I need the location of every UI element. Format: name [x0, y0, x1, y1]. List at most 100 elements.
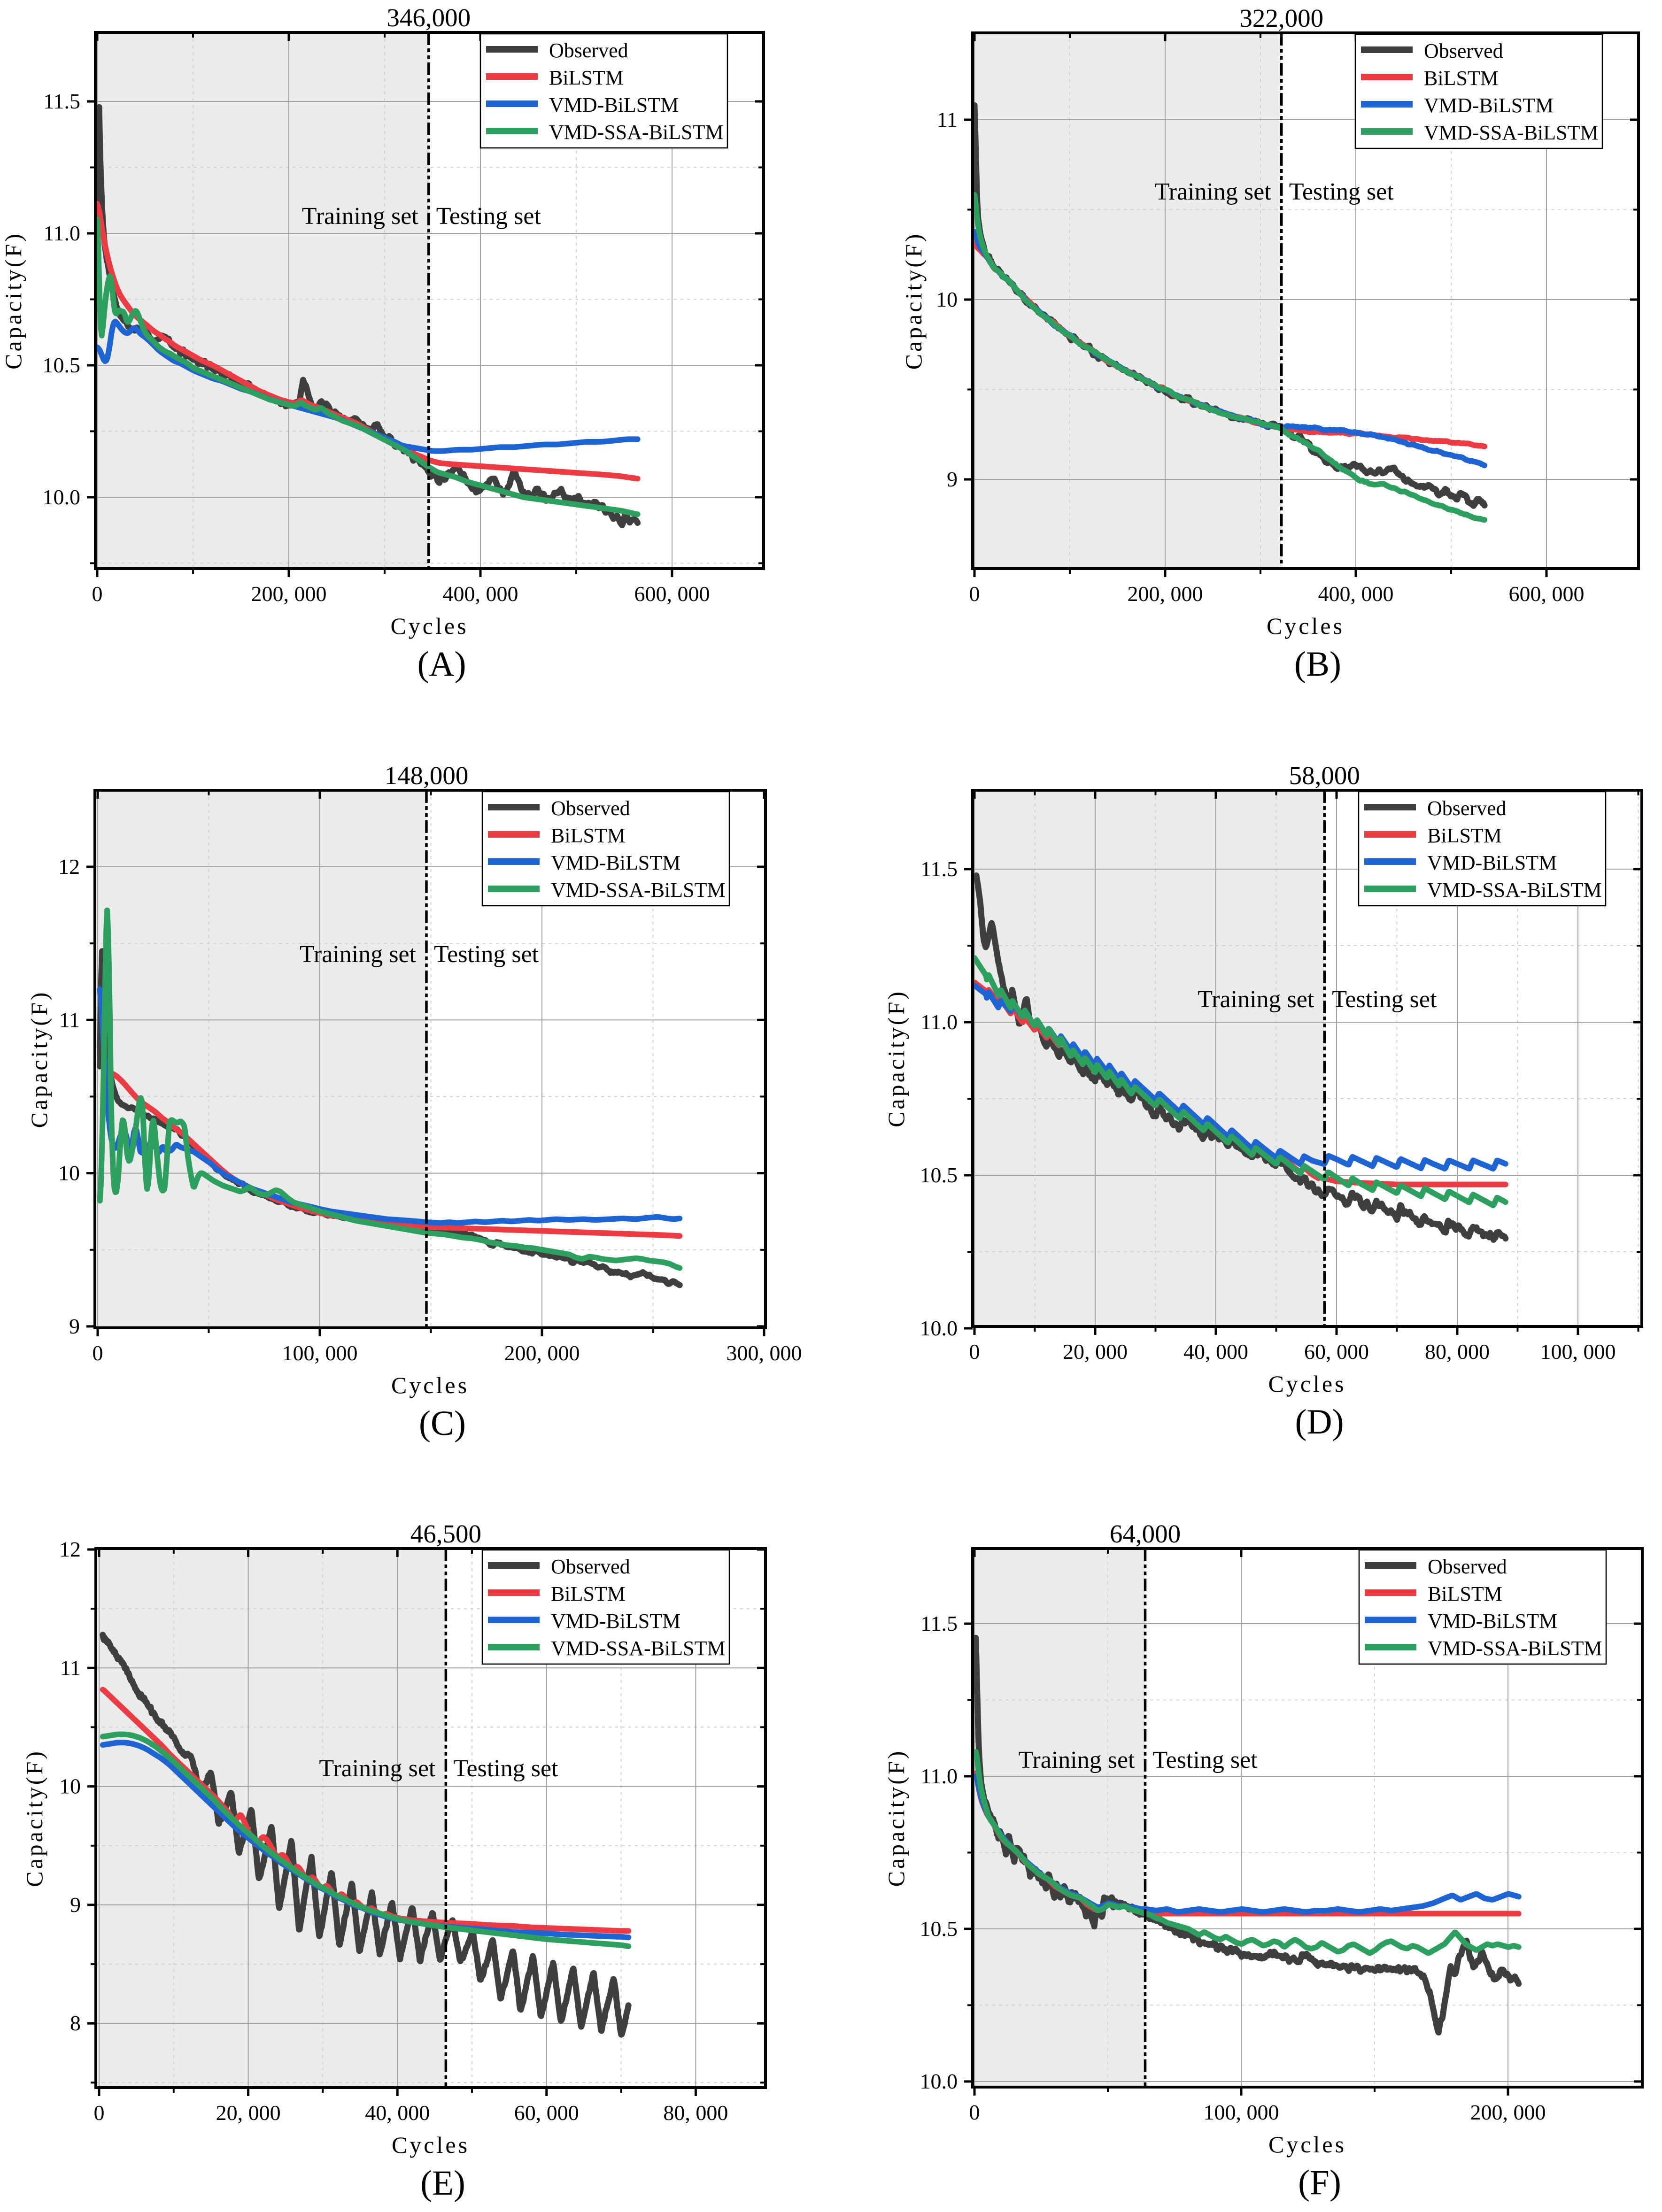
svg-text:(E): (E): [420, 2164, 465, 2203]
svg-text:60, 000: 60, 000: [514, 2101, 579, 2125]
svg-text:10.5: 10.5: [43, 353, 81, 377]
svg-text:0: 0: [969, 1340, 980, 1364]
svg-text:(C): (C): [419, 1404, 466, 1443]
svg-text:10.0: 10.0: [43, 485, 81, 509]
svg-text:346,000: 346,000: [387, 3, 471, 32]
svg-text:11.0: 11.0: [43, 221, 80, 245]
svg-text:200, 000: 200, 000: [1128, 582, 1203, 606]
svg-text:VMD-SSA-BiLSTM: VMD-SSA-BiLSTM: [549, 121, 724, 144]
svg-text:0: 0: [969, 2100, 980, 2124]
svg-text:0: 0: [92, 582, 103, 606]
svg-text:VMD-BiLSTM: VMD-BiLSTM: [1427, 851, 1557, 874]
svg-text:11.0: 11.0: [920, 1010, 958, 1034]
svg-text:Testing set: Testing set: [436, 203, 541, 230]
svg-text:10: 10: [59, 1774, 81, 1798]
svg-text:200, 000: 200, 000: [251, 582, 327, 606]
svg-text:40, 000: 40, 000: [365, 2101, 430, 2125]
svg-text:BiLSTM: BiLSTM: [1428, 1582, 1502, 1605]
svg-text:Testing set: Testing set: [453, 1755, 558, 1782]
svg-text:12: 12: [58, 855, 80, 879]
svg-text:11.0: 11.0: [920, 1764, 958, 1788]
svg-text:Cycles: Cycles: [392, 2132, 470, 2158]
svg-text:600, 000: 600, 000: [634, 582, 710, 606]
svg-text:8: 8: [70, 2011, 81, 2035]
svg-text:VMD-BiLSTM: VMD-BiLSTM: [551, 851, 680, 874]
svg-text:12: 12: [59, 1537, 81, 1561]
svg-text:300, 000: 300, 000: [727, 1341, 802, 1365]
svg-text:11.5: 11.5: [43, 89, 80, 113]
svg-text:148,000: 148,000: [385, 761, 469, 790]
svg-text:10: 10: [58, 1161, 80, 1185]
svg-text:10.5: 10.5: [920, 1163, 958, 1187]
svg-text:Cycles: Cycles: [1268, 1371, 1346, 1397]
svg-text:VMD-SSA-BiLSTM: VMD-SSA-BiLSTM: [1424, 121, 1599, 144]
svg-text:Observed: Observed: [551, 797, 630, 820]
svg-text:Observed: Observed: [1428, 1555, 1507, 1578]
svg-text:Training set: Training set: [302, 203, 419, 230]
svg-text:Testing set: Testing set: [434, 941, 539, 968]
svg-text:10.5: 10.5: [920, 1917, 958, 1941]
svg-text:0: 0: [93, 1341, 103, 1365]
svg-text:10.0: 10.0: [920, 2069, 958, 2093]
svg-text:Cycles: Cycles: [1267, 613, 1345, 639]
svg-text:VMD-SSA-BiLSTM: VMD-SSA-BiLSTM: [1427, 879, 1602, 902]
svg-text:40, 000: 40, 000: [1183, 1340, 1248, 1364]
svg-text:Capacity(F): Capacity(F): [21, 1749, 47, 1887]
svg-text:58,000: 58,000: [1289, 761, 1360, 790]
svg-text:11: 11: [60, 1656, 81, 1680]
svg-text:Capacity(F): Capacity(F): [883, 1749, 909, 1887]
svg-text:VMD-SSA-BiLSTM: VMD-SSA-BiLSTM: [551, 1637, 726, 1660]
svg-text:Cycles: Cycles: [391, 1372, 469, 1398]
svg-text:10: 10: [936, 287, 958, 311]
svg-text:Training set: Training set: [319, 1755, 436, 1782]
svg-text:(A): (A): [417, 645, 466, 684]
svg-text:VMD-BiLSTM: VMD-BiLSTM: [1428, 1610, 1557, 1633]
svg-text:400, 000: 400, 000: [443, 582, 518, 606]
svg-text:Training set: Training set: [1155, 178, 1272, 205]
svg-text:VMD-BiLSTM: VMD-BiLSTM: [549, 93, 679, 116]
svg-text:Cycles: Cycles: [1268, 2131, 1346, 2158]
svg-text:VMD-SSA-BiLSTM: VMD-SSA-BiLSTM: [1428, 1637, 1602, 1660]
svg-text:Training set: Training set: [1198, 986, 1314, 1013]
svg-text:20, 000: 20, 000: [216, 2101, 281, 2125]
svg-text:BiLSTM: BiLSTM: [551, 824, 626, 847]
svg-text:11.5: 11.5: [920, 1611, 958, 1635]
svg-text:400, 000: 400, 000: [1318, 582, 1394, 606]
svg-text:200, 000: 200, 000: [1470, 2100, 1546, 2124]
svg-text:0: 0: [969, 582, 980, 606]
svg-text:Training set: Training set: [300, 941, 417, 968]
svg-text:46,500: 46,500: [410, 1519, 481, 1548]
svg-text:322,000: 322,000: [1239, 4, 1323, 32]
svg-text:11: 11: [937, 108, 958, 131]
svg-text:80, 000: 80, 000: [1425, 1340, 1490, 1364]
svg-text:64,000: 64,000: [1110, 1519, 1181, 1548]
svg-text:BiLSTM: BiLSTM: [549, 66, 624, 89]
svg-text:Testing set: Testing set: [1289, 178, 1394, 205]
svg-text:VMD-BiLSTM: VMD-BiLSTM: [551, 1610, 680, 1633]
svg-text:VMD-SSA-BiLSTM: VMD-SSA-BiLSTM: [551, 879, 726, 902]
svg-text:Cycles: Cycles: [390, 613, 468, 639]
svg-text:100, 000: 100, 000: [1204, 2100, 1279, 2124]
svg-text:Capacity(F): Capacity(F): [900, 232, 927, 370]
svg-text:BiLSTM: BiLSTM: [551, 1582, 626, 1605]
svg-text:BiLSTM: BiLSTM: [1427, 824, 1502, 847]
svg-text:9: 9: [69, 1314, 80, 1338]
svg-text:(F): (F): [1298, 2163, 1341, 2202]
svg-text:80, 000: 80, 000: [663, 2101, 728, 2125]
svg-text:(D): (D): [1295, 1403, 1344, 1441]
svg-text:Observed: Observed: [551, 1555, 630, 1578]
svg-text:Observed: Observed: [1427, 797, 1507, 820]
svg-text:9: 9: [947, 467, 958, 491]
svg-text:Capacity(F): Capacity(F): [0, 231, 26, 370]
svg-text:BiLSTM: BiLSTM: [1424, 67, 1499, 90]
svg-text:Testing set: Testing set: [1153, 1747, 1258, 1773]
svg-text:Capacity(F): Capacity(F): [26, 990, 52, 1128]
svg-text:600, 000: 600, 000: [1509, 582, 1585, 606]
svg-text:Observed: Observed: [549, 39, 628, 62]
svg-text:200, 000: 200, 000: [504, 1341, 580, 1365]
svg-text:Observed: Observed: [1424, 39, 1503, 62]
svg-text:Capacity(F): Capacity(F): [883, 989, 909, 1127]
svg-text:100, 000: 100, 000: [1540, 1340, 1616, 1364]
svg-text:10.0: 10.0: [920, 1316, 958, 1340]
svg-text:Training set: Training set: [1019, 1747, 1136, 1773]
